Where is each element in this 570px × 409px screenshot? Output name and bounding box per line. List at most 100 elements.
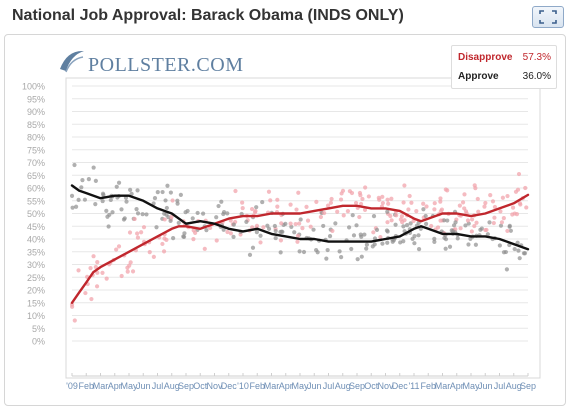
approve-poll-dot [216, 203, 221, 209]
x-tick-label: Sep [520, 381, 536, 391]
approve-poll-dot [168, 218, 173, 224]
disapprove-poll-dot [191, 228, 196, 233]
y-tick-label: 30% [27, 260, 45, 270]
approve-poll-dot [385, 229, 390, 234]
x-tick-label: Dec [392, 381, 409, 391]
approve-poll-dot [154, 225, 159, 230]
legend-item-approve[interactable]: Approve 36.0% [458, 71, 551, 84]
approve-poll-dot [254, 205, 259, 210]
legend-item-disapprove[interactable]: Disapprove 57.3% [458, 52, 551, 65]
x-tick-label: Apr [279, 381, 293, 391]
approve-poll-dot [124, 199, 129, 204]
approve-poll-dot [445, 218, 450, 223]
disapprove-poll-dot [366, 194, 371, 199]
disapprove-poll-dot [432, 201, 437, 206]
approve-poll-dot [70, 205, 75, 210]
disapprove-poll-dot [363, 185, 368, 190]
approve-poll-dot [497, 243, 502, 248]
disapprove-poll-dot [492, 204, 498, 210]
approve-poll-dot [134, 207, 139, 212]
disapprove-poll-dot [233, 188, 238, 194]
approve-poll-dot [250, 245, 256, 250]
approve-poll-dot [122, 216, 127, 221]
approve-poll-dot [374, 227, 380, 232]
disapprove-poll-dot [357, 214, 362, 220]
disapprove-poll-dot [139, 230, 144, 235]
approve-poll-dot [201, 211, 206, 216]
x-tick-label: Nov [206, 381, 223, 391]
approve-poll-dot [278, 250, 283, 255]
y-tick-label: 40% [27, 235, 45, 245]
approve-poll-dot [453, 220, 458, 225]
disapprove-poll-dot [279, 221, 284, 226]
approve-poll-dot [272, 223, 277, 229]
y-tick-label: 90% [27, 107, 45, 117]
disapprove-poll-dot [141, 225, 147, 230]
x-tick-label: Jun [307, 381, 322, 391]
disapprove-poll-dot [376, 195, 381, 200]
disapprove-poll-dot [371, 230, 376, 235]
disapprove-poll-dot [483, 200, 488, 206]
disapprove-poll-dot [268, 198, 273, 203]
disapprove-poll-dot [462, 206, 467, 211]
y-tick-label: 80% [27, 133, 45, 143]
disapprove-poll-dot [517, 201, 522, 206]
approve-poll-dot [359, 254, 364, 259]
disapprove-poll-dot [389, 218, 394, 223]
y-tick-label: 100% [22, 82, 45, 92]
approve-poll-dot [160, 189, 165, 195]
approve-poll-dot [401, 239, 406, 244]
disapprove-poll-dot [89, 296, 94, 302]
approve-poll-dot [214, 215, 219, 220]
disapprove-poll-dot [125, 269, 130, 274]
disapprove-poll-dot [94, 284, 100, 289]
approve-poll-dot [443, 246, 448, 251]
disapprove-poll-dot [88, 266, 93, 271]
approve-poll-dot [244, 219, 249, 224]
disapprove-poll-dot [438, 196, 443, 201]
logo-suffix: .COM [190, 54, 244, 76]
approve-poll-dot [175, 201, 180, 206]
disapprove-poll-dot [296, 190, 301, 195]
disapprove-poll-dot [424, 204, 429, 209]
disapprove-poll-dot [202, 246, 207, 251]
disapprove-poll-dot [406, 207, 411, 212]
disapprove-poll-dot [240, 200, 245, 205]
disapprove-poll-dot [125, 265, 130, 270]
disapprove-poll-dot [228, 231, 233, 236]
disapprove-poll-dot [322, 210, 327, 216]
approve-poll-dot [135, 188, 140, 193]
disapprove-poll-dot [513, 189, 519, 194]
x-tick-label: Aug [164, 381, 180, 391]
y-tick-label: 45% [27, 222, 45, 232]
approve-poll-dot [292, 230, 297, 235]
disapprove-poll-dot [162, 217, 167, 222]
expand-button[interactable] [532, 6, 564, 28]
y-tick-label: 0% [32, 337, 45, 347]
disapprove-poll-dot [500, 195, 505, 200]
approve-poll-dot [280, 229, 285, 234]
disapprove-poll-dot [295, 233, 301, 238]
approve-poll-dot [364, 242, 370, 247]
approve-poll-dot [404, 223, 410, 228]
disapprove-poll-dot [389, 196, 394, 201]
approve-poll-dot [351, 233, 357, 238]
approve-poll-dot [358, 232, 363, 237]
disapprove-poll-dot [472, 183, 477, 188]
approve-poll-dot [339, 255, 344, 260]
approve-poll-dot [289, 224, 294, 229]
y-tick-label: 65% [27, 171, 45, 181]
disapprove-poll-dot [438, 199, 443, 204]
approve-poll-dot [408, 221, 413, 226]
approve-poll-dot [190, 216, 195, 221]
approve-poll-dot [380, 241, 385, 246]
approve-poll-dot [178, 192, 183, 197]
disapprove-poll-dot [458, 226, 463, 231]
y-tick-label: 5% [32, 324, 45, 334]
x-tick-label: '11 [408, 381, 419, 391]
disapprove-poll-dot [360, 196, 365, 202]
disapprove-poll-dot [362, 207, 368, 212]
disapprove-poll-dot [127, 230, 133, 235]
x-tick-label: Dec [221, 381, 238, 391]
disapprove-poll-dot [76, 268, 81, 273]
